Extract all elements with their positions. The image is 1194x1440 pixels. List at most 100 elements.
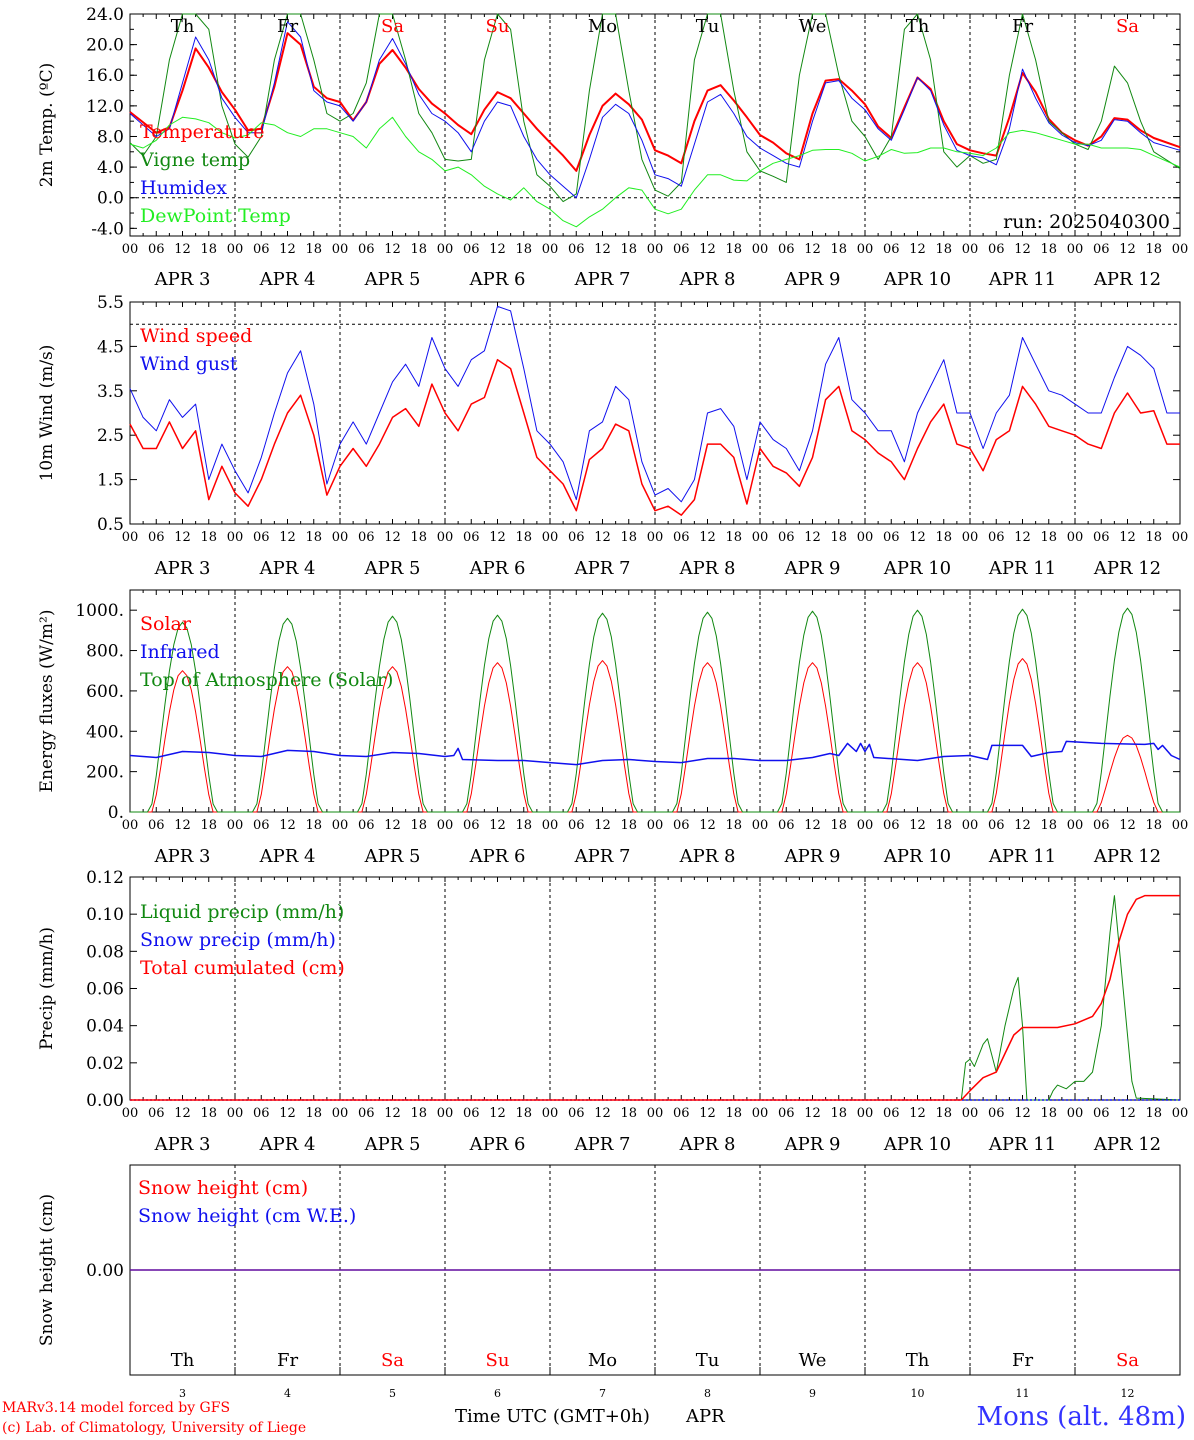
- temp-y-tick-label: 24.0: [86, 5, 124, 25]
- temp-hour-label: 12: [804, 242, 821, 257]
- precip-date-label: APR 6: [469, 1134, 526, 1155]
- bottom-day-name: Fr: [1012, 1350, 1033, 1371]
- temp-legend-entry: DewPoint Temp: [140, 205, 291, 227]
- top-day-name: Sa: [1116, 16, 1139, 37]
- energy-hour-label: 12: [174, 818, 191, 833]
- wind-hour-label: 00: [332, 530, 349, 545]
- temp-hour-label: 12: [384, 242, 401, 257]
- temp-hour-label: 12: [699, 242, 716, 257]
- top-day-name: Th: [171, 16, 195, 37]
- temp-hour-label: 18: [305, 242, 322, 257]
- temp-date-label: APR 11: [988, 269, 1056, 290]
- precip-y-tick-label: 0.00: [86, 1091, 124, 1111]
- precip-series-total-cumulated-cm-: [130, 894, 1180, 1101]
- precip-hour-label: 00: [752, 1106, 769, 1121]
- precip-hour-label: 00: [332, 1106, 349, 1121]
- temp-date-label: APR 9: [784, 269, 841, 290]
- wind-hour-label: 06: [253, 530, 270, 545]
- precip-hour-label: 18: [410, 1106, 427, 1121]
- wind-hour-label: 12: [279, 530, 296, 545]
- temp-hour-label: 12: [909, 242, 926, 257]
- energy-y-tick-label: 800.: [86, 642, 124, 662]
- wind-legend-entry: Wind speed: [140, 325, 252, 347]
- energy-hour-label: 06: [673, 818, 690, 833]
- energy-hour-label: 00: [332, 818, 349, 833]
- wind-legend-entry: Wind gust: [140, 353, 238, 375]
- energy-hour-label: 12: [1119, 818, 1136, 833]
- wind-hour-label: 00: [647, 530, 664, 545]
- top-day-name: Tu: [696, 16, 720, 37]
- bottom-day-number: 3: [179, 1387, 186, 1400]
- energy-y-tick-label: 1000.: [75, 601, 124, 621]
- energy-hour-label: 12: [384, 818, 401, 833]
- energy-y-axis-label: Energy fluxes (W/m²): [37, 610, 57, 793]
- energy-hour-label: 00: [542, 818, 559, 833]
- temp-hour-label: 12: [1014, 242, 1031, 257]
- energy-hour-label: 06: [988, 818, 1005, 833]
- temp-hour-label: 18: [1040, 242, 1057, 257]
- wind-date-label: APR 9: [784, 558, 841, 579]
- wind-hour-label: 00: [227, 530, 244, 545]
- temp-y-tick-label: 16.0: [86, 66, 124, 86]
- wind-hour-label: 18: [1145, 530, 1162, 545]
- temp-date-label: APR 8: [679, 269, 736, 290]
- wind-hour-label: 06: [883, 530, 900, 545]
- snow-legend-entry: Snow height (cm): [138, 1177, 308, 1199]
- wind-y-tick-label: 0.5: [97, 515, 124, 535]
- wind-hour-label: 12: [699, 530, 716, 545]
- precip-hour-label: 06: [778, 1106, 795, 1121]
- energy-hour-label: 12: [489, 818, 506, 833]
- temp-y-tick-label: 0.0: [97, 189, 124, 209]
- wind-date-label: APR 5: [364, 558, 421, 579]
- temp-hour-label: 06: [358, 242, 375, 257]
- wind-hour-label: 12: [909, 530, 926, 545]
- precip-hour-label: 00: [1067, 1106, 1084, 1121]
- temp-hour-label: 18: [515, 242, 532, 257]
- energy-hour-label: 18: [305, 818, 322, 833]
- precip-series-liquid-precip-mm-h-: [130, 895, 1181, 1101]
- wind-date-label: APR 11: [988, 558, 1056, 579]
- bottom-day-number: 11: [1016, 1387, 1030, 1400]
- wind-y-tick-label: 3.5: [97, 382, 124, 402]
- bottom-day-name: Tu: [696, 1350, 720, 1371]
- precip-hour-label: 00: [227, 1106, 244, 1121]
- temp-hour-label: 06: [883, 242, 900, 257]
- precip-date-label: APR 12: [1093, 1134, 1161, 1155]
- energy-legend-entry: Solar: [140, 613, 192, 635]
- precip-hour-label: 00: [542, 1106, 559, 1121]
- wind-hour-label: 06: [988, 530, 1005, 545]
- bottom-day-number: 4: [284, 1387, 291, 1400]
- wind-y-tick-label: 2.5: [97, 426, 124, 446]
- precip-hour-label: 18: [1040, 1106, 1057, 1121]
- precip-legend-entry: Snow precip (mm/h): [140, 929, 336, 951]
- precip-hour-label: 12: [489, 1106, 506, 1121]
- temp-date-label: APR 12: [1093, 269, 1161, 290]
- wind-hour-label: 18: [305, 530, 322, 545]
- energy-hour-label: 06: [568, 818, 585, 833]
- wind-hour-label: 00: [962, 530, 979, 545]
- precip-date-label: APR 7: [574, 1134, 631, 1155]
- temp-run-annotation: run: 2025040300: [1003, 211, 1170, 233]
- precip-date-label: APR 10: [883, 1134, 951, 1155]
- energy-legend-entry: Infrared: [140, 641, 220, 663]
- month-label: APR: [686, 1406, 725, 1427]
- wind-hour-label: 18: [1040, 530, 1057, 545]
- wind-hour-label: 06: [778, 530, 795, 545]
- temp-hour-label: 00: [227, 242, 244, 257]
- wind-hour-label: 18: [410, 530, 427, 545]
- energy-date-label: APR 7: [574, 846, 631, 867]
- precip-y-tick-label: 0.08: [86, 942, 124, 962]
- temp-hour-label: 12: [489, 242, 506, 257]
- wind-date-label: APR 6: [469, 558, 526, 579]
- wind-hour-label: 06: [568, 530, 585, 545]
- wind-hour-label: 00: [437, 530, 454, 545]
- precip-y-tick-label: 0.06: [86, 980, 124, 1000]
- wind-hour-label: 18: [935, 530, 952, 545]
- top-day-name: Fr: [1012, 16, 1033, 37]
- temp-hour-label: 12: [174, 242, 191, 257]
- energy-hour-label: 18: [515, 818, 532, 833]
- wind-hour-label: 00: [1067, 530, 1084, 545]
- wind-hour-label: 18: [200, 530, 217, 545]
- precip-hour-label: 18: [305, 1106, 322, 1121]
- temp-hour-label: 00: [1067, 242, 1084, 257]
